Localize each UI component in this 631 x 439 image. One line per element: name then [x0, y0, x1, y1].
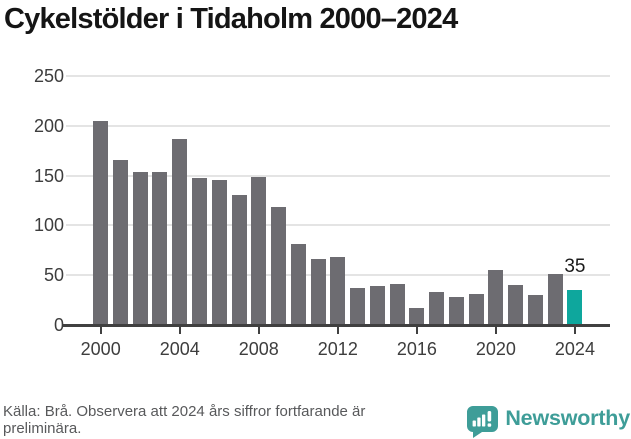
bar-2020: [488, 270, 504, 325]
bar-2023: [547, 274, 563, 325]
bar-2006: [211, 180, 227, 325]
bar-2024: [567, 290, 583, 325]
x-tick-2012: [336, 326, 339, 334]
bar-2015: [389, 284, 405, 325]
source-note-line2: preliminära.: [3, 420, 82, 437]
bar-2019: [468, 294, 484, 325]
bar-2001: [112, 160, 128, 325]
bar-2012: [330, 257, 346, 325]
source-note-line1: Källa: Brå. Observera att 2024 års siffr…: [3, 403, 366, 420]
bar-2004: [172, 139, 188, 325]
bar-2005: [192, 178, 207, 325]
bar-2008: [251, 177, 267, 325]
bar-2009: [271, 207, 287, 325]
gridline-150: [66, 174, 610, 177]
gridline-250: [66, 75, 610, 77]
x-tick-2000: [99, 326, 102, 334]
bar-2021: [508, 285, 524, 325]
newsworthy-speech-bubble-chart-icon: [467, 406, 499, 438]
x-tick-2020: [494, 326, 497, 334]
x-axis-label-2008: 2008: [238, 339, 279, 359]
y-axis-label-50: 50: [43, 265, 64, 286]
footer: Källa: Brå. Observera att 2024 års siffr…: [0, 400, 631, 439]
gridline-100: [66, 224, 610, 227]
bar-chart-plot-area: 0 50 100 150 200 250 2000 2004 2008 2012 2016 2020 2…: [33, 66, 610, 359]
gridline-200: [66, 124, 610, 127]
newsworthy-logo: Newsworthy: [467, 406, 630, 438]
source-note: Källa: Brå. Observera att 2024 års siffr…: [3, 403, 473, 437]
x-axis-label-2024: 2024: [554, 339, 595, 359]
bar-2022: [527, 295, 543, 325]
bar-2007: [231, 195, 247, 325]
newsworthy-logo-text: Newsworthy: [505, 405, 630, 430]
bar-2013: [350, 288, 366, 325]
x-axis-line: [63, 324, 610, 327]
x-tick-2008: [257, 326, 260, 334]
bar-2002: [132, 172, 148, 325]
bar-value-label: 35: [564, 256, 586, 278]
x-axis-label-2004: 2004: [159, 339, 200, 359]
bar-2018: [448, 297, 464, 325]
x-axis-label-2000: 2000: [80, 339, 121, 359]
bar-2003: [152, 172, 168, 325]
x-tick-2016: [415, 326, 418, 334]
bar-2016: [409, 308, 425, 325]
bar-2010: [290, 244, 306, 325]
bar-2011: [310, 259, 326, 325]
chart-title: Cykelstölder i Tidaholm 2000–2024: [4, 3, 458, 35]
x-tick-2004: [178, 326, 181, 334]
y-axis-label-150: 150: [33, 165, 64, 186]
x-axis-label-2012: 2012: [317, 339, 358, 359]
x-axis-label-2016: 2016: [396, 339, 437, 359]
x-axis-label-2020: 2020: [475, 339, 516, 359]
bar-2014: [369, 286, 385, 325]
x-tick-2024: [573, 326, 576, 334]
y-axis-label-200: 200: [33, 115, 64, 136]
bar-2000: [93, 121, 109, 325]
y-axis-label-0: 0: [53, 315, 64, 335]
bar-2017: [429, 292, 445, 325]
y-axis-label-100: 100: [33, 215, 64, 236]
y-axis-label-250: 250: [33, 66, 64, 86]
